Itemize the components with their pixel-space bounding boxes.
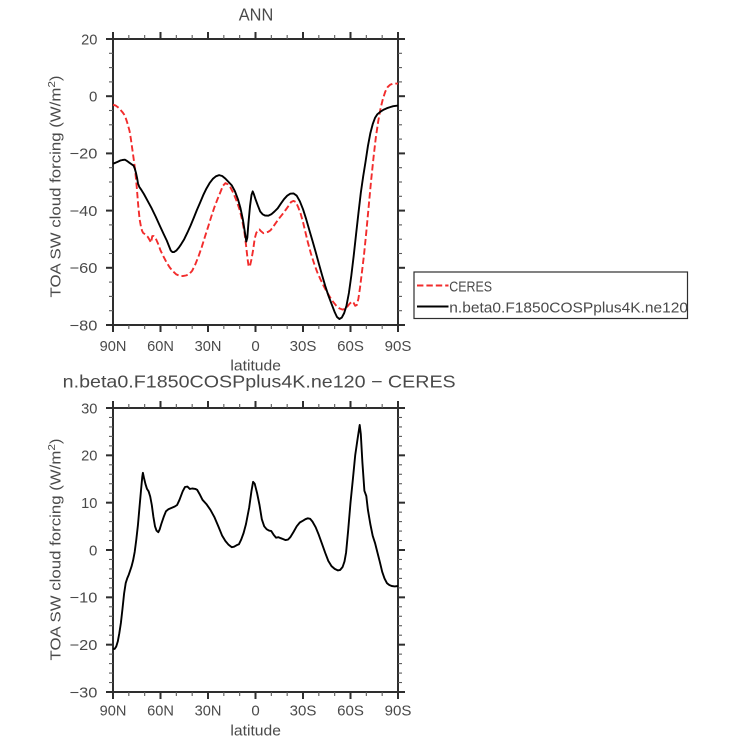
svg-text:90S: 90S <box>385 703 412 720</box>
svg-text:30N: 30N <box>195 338 222 355</box>
svg-text:0: 0 <box>251 338 259 355</box>
svg-text:0: 0 <box>89 89 97 106</box>
svg-text:60S: 60S <box>337 338 364 355</box>
svg-text:10: 10 <box>81 495 97 512</box>
svg-text:−20: −20 <box>70 637 98 654</box>
svg-text:20: 20 <box>81 31 97 48</box>
svg-text:90N: 90N <box>100 703 127 720</box>
svg-text:−60: −60 <box>70 260 98 277</box>
svg-text:TOA SW cloud forcing (W/m2): TOA SW cloud forcing (W/m2) <box>46 76 65 298</box>
svg-text:30S: 30S <box>290 338 317 355</box>
svg-text:n.beta0.F1850COSPplus4K.ne120: n.beta0.F1850COSPplus4K.ne120 <box>449 299 688 316</box>
svg-text:90N: 90N <box>100 338 127 355</box>
svg-text:−20: −20 <box>70 146 98 163</box>
svg-text:60S: 60S <box>337 703 364 720</box>
svg-text:−30: −30 <box>70 684 98 701</box>
svg-text:CERES: CERES <box>449 278 492 295</box>
svg-text:latitude: latitude <box>230 722 281 739</box>
svg-text:−80: −80 <box>70 317 98 334</box>
svg-text:n.beta0.F1850COSPplus4K.ne120: n.beta0.F1850COSPplus4K.ne120 − CERES <box>63 372 456 392</box>
svg-text:20: 20 <box>81 448 97 465</box>
svg-text:latitude: latitude <box>230 358 281 375</box>
svg-text:−10: −10 <box>70 590 98 607</box>
svg-text:0: 0 <box>251 703 259 720</box>
svg-text:TOA SW cloud forcing (W/m2): TOA SW cloud forcing (W/m2) <box>46 439 65 661</box>
svg-text:30S: 30S <box>290 703 317 720</box>
svg-text:−40: −40 <box>70 203 98 220</box>
svg-text:60N: 60N <box>147 338 174 355</box>
svg-text:90S: 90S <box>385 338 412 355</box>
svg-text:30N: 30N <box>195 703 222 720</box>
svg-text:60N: 60N <box>147 703 174 720</box>
svg-text:ANN: ANN <box>239 5 274 25</box>
svg-text:0: 0 <box>89 542 97 559</box>
svg-text:30: 30 <box>81 400 97 417</box>
